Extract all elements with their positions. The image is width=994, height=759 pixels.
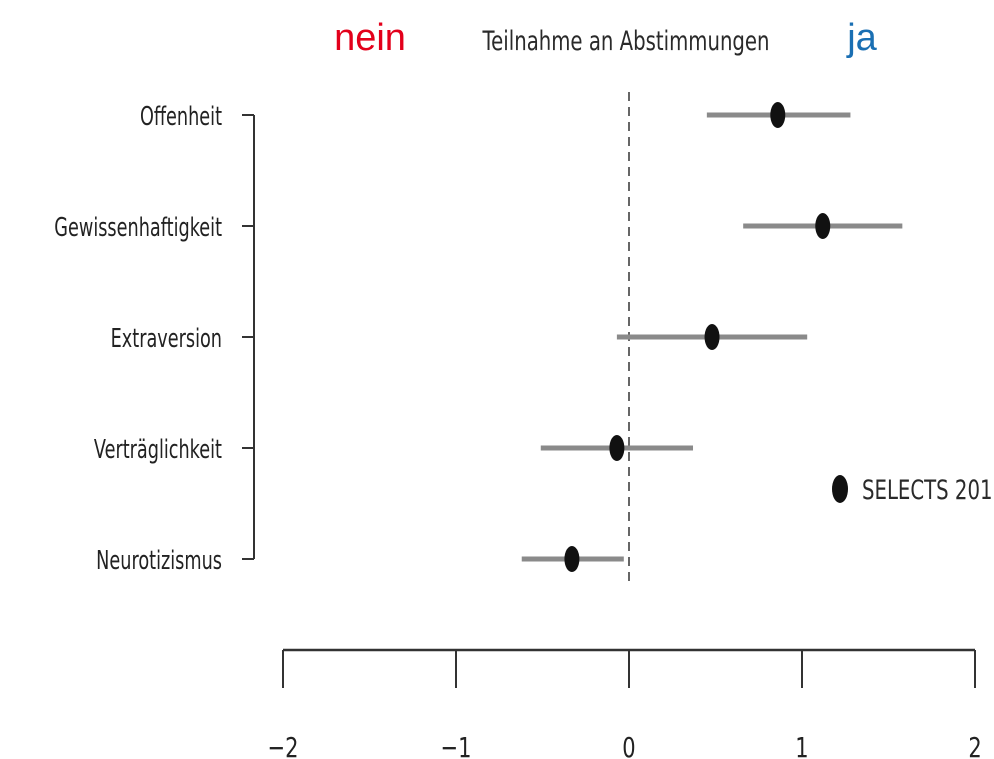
legend-label: SELECTS 2015 <box>862 474 994 506</box>
x-tick-label: 1 <box>795 731 808 759</box>
x-tick-label: 2 <box>968 731 981 759</box>
estimate-point <box>770 102 786 128</box>
estimate-point <box>609 435 625 461</box>
x-tick-label: −2 <box>268 731 299 759</box>
y-tick-label: Verträglichkeit <box>94 435 222 465</box>
y-tick-label: Extraversion <box>111 324 222 354</box>
chart-title: Teilnahme an Abstimmungen <box>482 25 770 57</box>
estimate-point <box>564 546 580 572</box>
y-tick-label: Neurotizismus <box>96 546 222 576</box>
estimate-point <box>815 213 831 239</box>
negative-label: nein <box>334 17 406 59</box>
legend: SELECTS 2015 <box>832 474 994 506</box>
x-tick-label: −1 <box>441 731 472 759</box>
positive-label: ja <box>846 17 877 59</box>
estimate-point <box>704 324 720 350</box>
y-tick-label: Gewissenhaftigkeit <box>54 213 222 243</box>
y-tick-label: Offenheit <box>140 102 222 132</box>
y-axis: Offenheit Gewissenhaftigkeit Extraversion V… <box>54 102 255 576</box>
x-axis: −2 −1 0 1 2 <box>268 648 982 759</box>
point-layer <box>564 102 831 572</box>
x-tick-label: 0 <box>622 731 635 759</box>
legend-marker <box>832 475 848 503</box>
